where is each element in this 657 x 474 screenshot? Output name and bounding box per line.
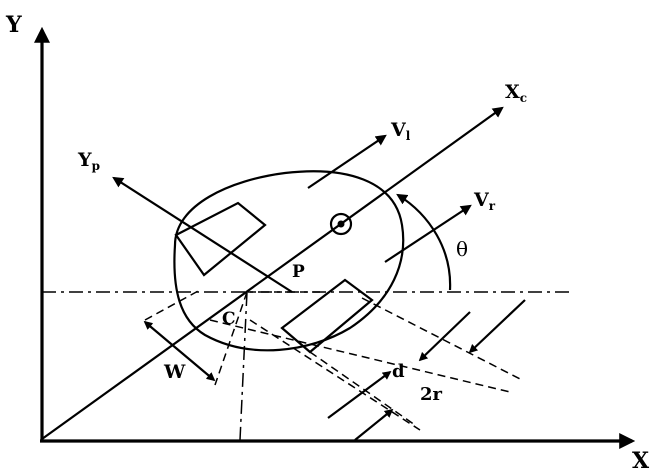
right-wheel [280, 278, 374, 354]
width-label: W [163, 361, 186, 383]
dimension-2r-arrow-2 [354, 408, 394, 441]
point-p-label: P [292, 262, 305, 282]
theta-label: θ [456, 237, 468, 261]
left-wheel [174, 201, 267, 277]
yp-label: Yp [77, 149, 100, 173]
dimension-2r-arrow-1 [468, 299, 526, 354]
offset-d-label: d [392, 361, 405, 382]
dimension-d-arrow-in-2 [327, 370, 392, 419]
x-axis-label: X [632, 448, 650, 474]
dimension-w [143, 320, 216, 382]
vl-arrow [307, 134, 387, 189]
xc-label: Xc [505, 81, 527, 105]
y-axis-label: Y [5, 12, 22, 38]
vr-label: Vr [473, 189, 496, 213]
dimension-d-arrow-in [418, 311, 471, 362]
vl-label: Vl [390, 119, 411, 143]
theta-arc [396, 193, 452, 291]
construction-lines [144, 289, 523, 431]
vertical-reference-line [239, 291, 248, 441]
caster-wheel [329, 212, 353, 236]
xc-axis [41, 106, 504, 440]
vr-arrow [384, 204, 472, 263]
point-c-label: C [222, 309, 236, 329]
global-axes [34, 26, 636, 449]
wheel-diameter-label: 2r [420, 384, 443, 405]
yp-axis [112, 176, 293, 293]
